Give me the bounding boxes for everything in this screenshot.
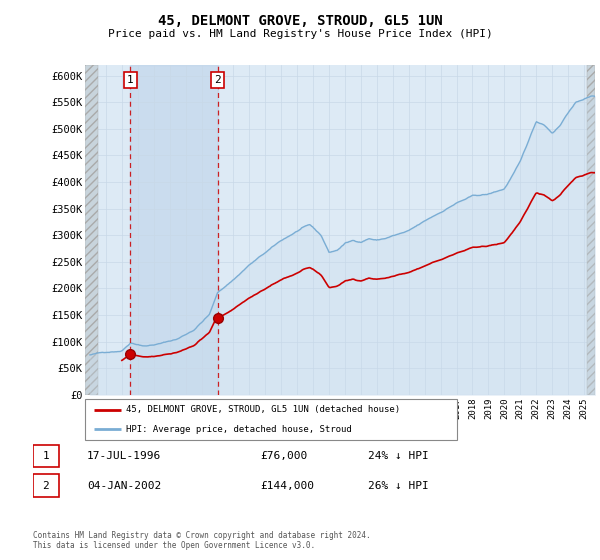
Bar — [130, 65, 218, 395]
Text: 2: 2 — [43, 480, 49, 491]
FancyBboxPatch shape — [33, 445, 59, 468]
Text: £76,000: £76,000 — [260, 451, 307, 461]
Text: 17-JUL-1996: 17-JUL-1996 — [87, 451, 161, 461]
Text: 2: 2 — [214, 75, 221, 85]
FancyBboxPatch shape — [33, 474, 59, 497]
Text: 04-JAN-2002: 04-JAN-2002 — [87, 480, 161, 491]
Text: 26% ↓ HPI: 26% ↓ HPI — [368, 480, 428, 491]
Bar — [587, 65, 595, 395]
Text: 45, DELMONT GROVE, STROUD, GL5 1UN: 45, DELMONT GROVE, STROUD, GL5 1UN — [158, 14, 442, 28]
Text: HPI: Average price, detached house, Stroud: HPI: Average price, detached house, Stro… — [126, 424, 352, 433]
Bar — [85, 65, 98, 395]
Text: 1: 1 — [127, 75, 134, 85]
Text: 45, DELMONT GROVE, STROUD, GL5 1UN (detached house): 45, DELMONT GROVE, STROUD, GL5 1UN (deta… — [126, 405, 400, 414]
Text: 1: 1 — [43, 451, 49, 461]
Text: £144,000: £144,000 — [260, 480, 314, 491]
FancyBboxPatch shape — [85, 399, 457, 440]
Text: 24% ↓ HPI: 24% ↓ HPI — [368, 451, 428, 461]
Text: Price paid vs. HM Land Registry's House Price Index (HPI): Price paid vs. HM Land Registry's House … — [107, 29, 493, 39]
Text: Contains HM Land Registry data © Crown copyright and database right 2024.
This d: Contains HM Land Registry data © Crown c… — [33, 530, 371, 550]
